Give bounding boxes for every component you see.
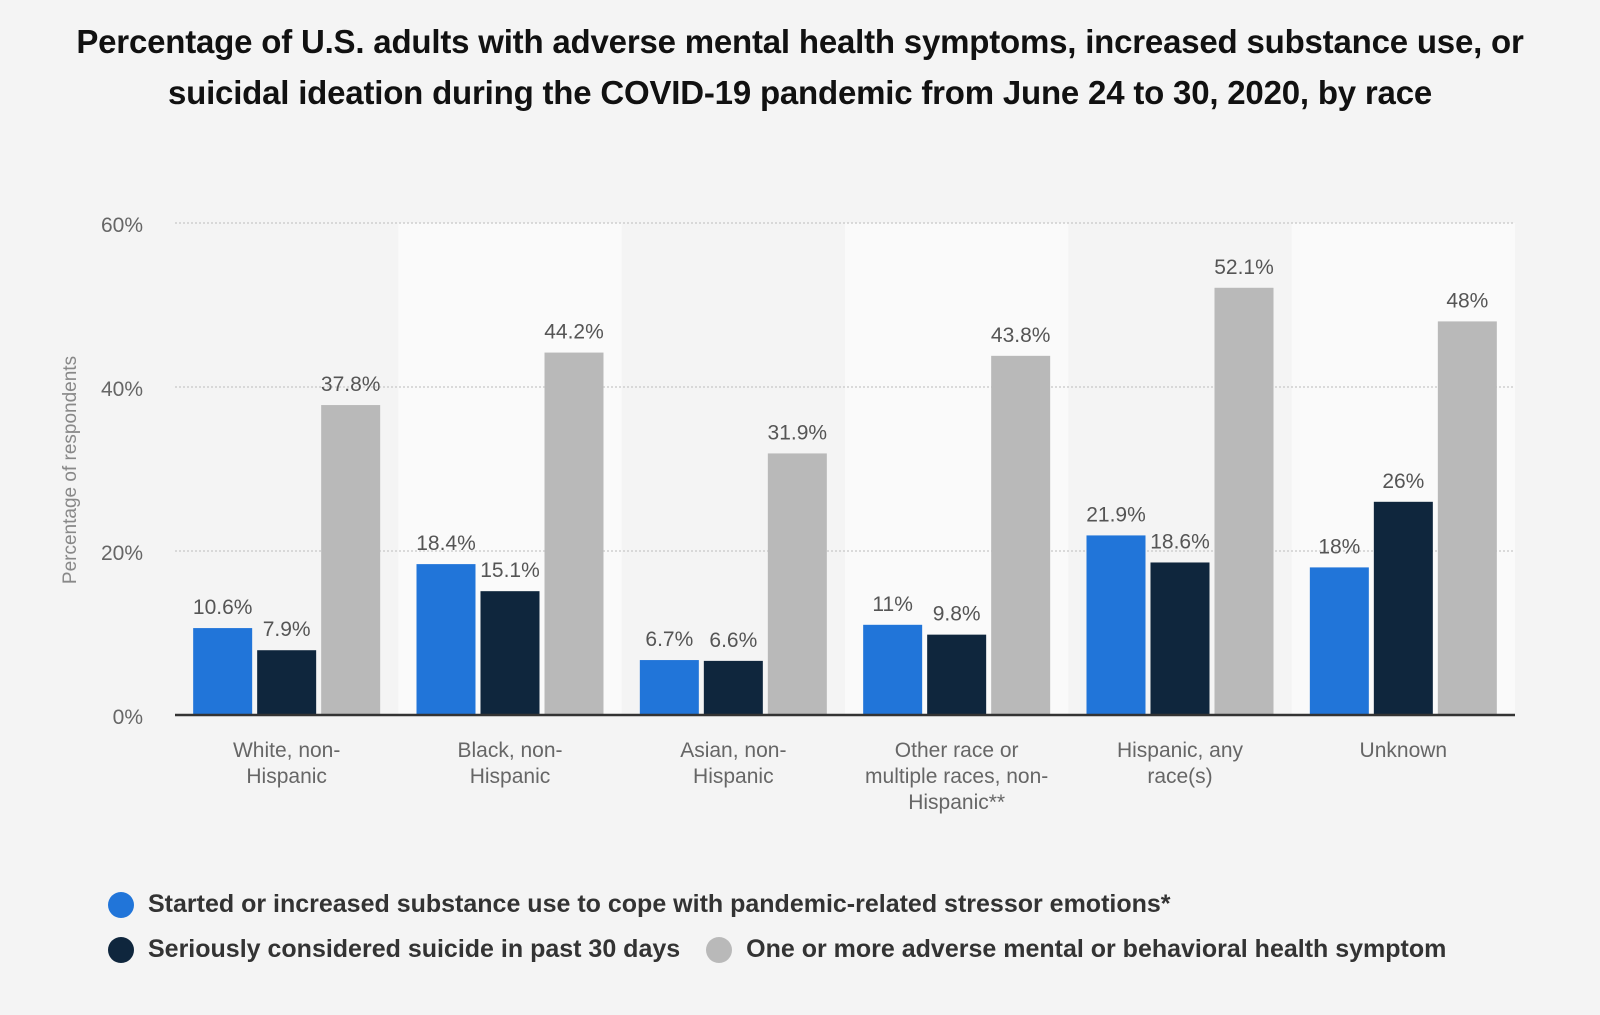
y-tick-label: 20% (101, 542, 143, 565)
legend-swatch-gray (706, 936, 733, 963)
data-label: 37.8% (321, 373, 381, 396)
data-label: 43.8% (991, 324, 1051, 347)
x-tick-label: multiple races, non- (865, 765, 1048, 788)
bar (767, 453, 827, 715)
bar (416, 564, 476, 715)
chart-title: Percentage of U.S. adults with adverse m… (76, 23, 1524, 111)
x-tick-label: Hispanic (246, 765, 327, 788)
data-label: 18% (1318, 535, 1360, 558)
x-tick-label: Asian, non- (680, 739, 786, 762)
bar (703, 660, 763, 715)
x-tick-label: Unknown (1360, 739, 1448, 762)
x-tick-label: Hispanic, any (1117, 739, 1244, 762)
bar (1437, 321, 1497, 715)
bar (257, 650, 317, 715)
bar (1309, 567, 1369, 715)
x-tick-label: White, non- (233, 739, 340, 762)
data-label: 48% (1446, 289, 1488, 312)
x-tick-label: Other race or (895, 739, 1019, 762)
y-axis-label: Percentage of respondents (60, 356, 81, 584)
y-tick-label: 60% (101, 214, 143, 237)
data-label: 21.9% (1086, 503, 1146, 526)
bar (639, 660, 699, 715)
legend-label: One or more adverse mental or behavioral… (746, 935, 1447, 963)
data-label: 6.6% (709, 629, 757, 652)
data-label: 15.1% (480, 559, 540, 582)
data-label: 7.9% (263, 618, 311, 641)
bar (1373, 501, 1433, 715)
legend-row-2: Seriously considered suicide in past 30 … (108, 935, 1472, 964)
bar (1150, 562, 1210, 715)
data-label: 9.8% (933, 603, 981, 626)
data-label: 18.6% (1150, 530, 1210, 553)
data-label: 6.7% (645, 628, 693, 651)
data-label: 10.6% (193, 596, 253, 619)
legend-label: Started or increased substance use to co… (148, 890, 1171, 918)
legend-swatch-blue (108, 891, 134, 918)
x-tick-label: Black, non- (457, 739, 562, 762)
data-label: 18.4% (416, 532, 476, 555)
bar (321, 405, 381, 715)
data-label: 52.1% (1214, 256, 1274, 279)
legend-row-1: Started or increased substance use to co… (108, 890, 1197, 919)
data-label: 26% (1382, 470, 1424, 493)
bar (1086, 535, 1146, 715)
y-tick-label: 40% (101, 378, 143, 401)
legend-item-suicide[interactable]: Seriously considered suicide in past 30 … (108, 935, 680, 964)
bar (863, 624, 923, 715)
bar (193, 628, 253, 715)
y-tick-label: 0% (113, 706, 143, 729)
bar (927, 634, 987, 715)
data-label: 31.9% (768, 421, 828, 444)
legend-swatch-navy (108, 936, 134, 963)
x-tick-label: race(s) (1147, 765, 1212, 788)
bar (544, 352, 604, 715)
legend-label: Seriously considered suicide in past 30 … (148, 935, 681, 963)
x-tick-label: Hispanic (470, 765, 551, 788)
x-tick-label: Hispanic** (908, 791, 1005, 814)
data-label: 44.2% (544, 321, 604, 344)
bar (1214, 287, 1274, 715)
bar (480, 591, 540, 715)
bar (991, 355, 1051, 715)
legend-item-adverse-symptom[interactable]: One or more adverse mental or behavioral… (706, 935, 1446, 964)
legend-item-substance-use[interactable]: Started or increased substance use to co… (108, 890, 1171, 919)
x-tick-label: Hispanic (693, 765, 774, 788)
data-label: 11% (872, 593, 912, 616)
